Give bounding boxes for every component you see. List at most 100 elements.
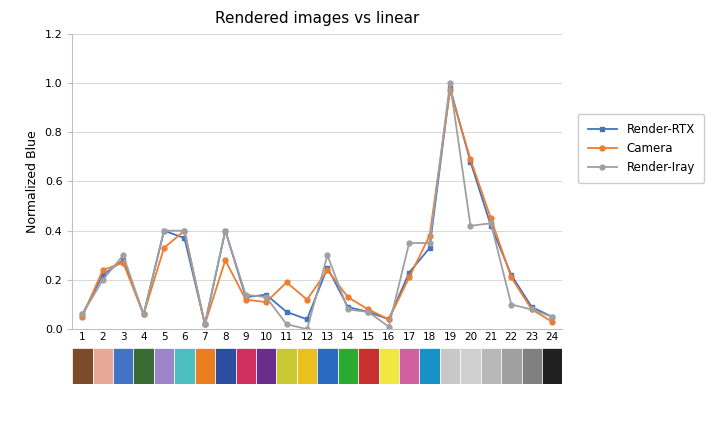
Render-Iray bbox=[446, 81, 454, 86]
Bar bbox=[297, 348, 317, 384]
Camera bbox=[425, 233, 434, 238]
Render-RTX bbox=[200, 322, 209, 327]
Bar bbox=[460, 348, 481, 384]
Bar bbox=[399, 348, 420, 384]
Camera bbox=[466, 157, 474, 162]
Camera bbox=[98, 268, 107, 273]
Camera bbox=[160, 246, 169, 251]
Render-Iray bbox=[180, 228, 189, 233]
Line: Render-Iray: Render-Iray bbox=[80, 81, 554, 332]
Render-RTX bbox=[221, 228, 229, 233]
Bar bbox=[195, 348, 215, 384]
Camera bbox=[242, 297, 250, 302]
Camera bbox=[303, 297, 311, 302]
Render-Iray bbox=[425, 241, 434, 246]
Legend: Render-RTX, Camera, Render-Iray: Render-RTX, Camera, Render-Iray bbox=[578, 114, 704, 183]
Render-RTX bbox=[405, 270, 414, 275]
Bar bbox=[174, 348, 195, 384]
Render-RTX bbox=[119, 258, 128, 263]
Bar bbox=[92, 348, 113, 384]
Bar bbox=[420, 348, 440, 384]
Render-RTX bbox=[425, 246, 434, 251]
Camera bbox=[180, 228, 189, 233]
Camera bbox=[446, 88, 454, 93]
Render-RTX bbox=[98, 273, 107, 278]
Render-Iray bbox=[98, 277, 107, 282]
Bar bbox=[215, 348, 236, 384]
Render-Iray bbox=[364, 309, 373, 314]
Camera bbox=[282, 280, 291, 285]
Render-Iray bbox=[487, 221, 495, 226]
Camera bbox=[384, 317, 393, 322]
Camera bbox=[527, 307, 536, 312]
Render-Iray bbox=[303, 327, 311, 332]
Y-axis label: Normalized Blue: Normalized Blue bbox=[26, 130, 39, 233]
Bar bbox=[542, 348, 562, 384]
Render-Iray bbox=[119, 253, 128, 258]
Render-Iray bbox=[466, 223, 474, 228]
Render-RTX bbox=[78, 312, 87, 317]
Bar bbox=[481, 348, 501, 384]
Render-RTX bbox=[160, 228, 169, 233]
Camera bbox=[139, 312, 148, 317]
Render-RTX bbox=[262, 292, 270, 297]
Camera bbox=[221, 258, 229, 263]
Camera bbox=[507, 275, 516, 280]
Render-RTX bbox=[282, 309, 291, 314]
Render-RTX bbox=[548, 314, 557, 319]
Render-RTX bbox=[139, 312, 148, 317]
Bar bbox=[236, 348, 256, 384]
Line: Render-RTX: Render-RTX bbox=[80, 86, 554, 327]
Camera bbox=[364, 307, 373, 312]
Render-RTX bbox=[303, 317, 311, 322]
Render-Iray bbox=[242, 292, 250, 297]
Render-RTX bbox=[384, 317, 393, 322]
Bar bbox=[317, 348, 337, 384]
Render-RTX bbox=[487, 223, 495, 228]
Bar bbox=[113, 348, 133, 384]
Render-RTX bbox=[180, 235, 189, 241]
Bar bbox=[379, 348, 399, 384]
Bar bbox=[521, 348, 542, 384]
Line: Camera: Camera bbox=[80, 88, 554, 327]
Render-RTX bbox=[507, 273, 516, 278]
Render-Iray bbox=[78, 312, 87, 317]
Render-RTX bbox=[446, 85, 454, 90]
Bar bbox=[358, 348, 379, 384]
Title: Rendered images vs linear: Rendered images vs linear bbox=[215, 11, 420, 26]
Camera bbox=[548, 319, 557, 324]
Render-Iray bbox=[548, 314, 557, 319]
Render-Iray bbox=[282, 322, 291, 327]
Render-Iray bbox=[323, 253, 332, 258]
Render-Iray bbox=[343, 307, 352, 312]
Render-Iray bbox=[200, 322, 209, 327]
Render-Iray bbox=[160, 228, 169, 233]
Camera bbox=[323, 268, 332, 273]
Render-Iray bbox=[262, 295, 270, 300]
Render-RTX bbox=[323, 265, 332, 270]
Render-Iray bbox=[405, 241, 414, 246]
Bar bbox=[276, 348, 297, 384]
Bar bbox=[72, 348, 92, 384]
Render-Iray bbox=[139, 312, 148, 317]
Render-RTX bbox=[364, 309, 373, 314]
Bar bbox=[440, 348, 460, 384]
Render-RTX bbox=[343, 305, 352, 310]
Camera bbox=[119, 260, 128, 265]
Camera bbox=[405, 275, 414, 280]
Render-RTX bbox=[527, 305, 536, 310]
Render-Iray bbox=[221, 228, 229, 233]
Camera bbox=[262, 300, 270, 305]
Camera bbox=[487, 216, 495, 221]
Render-RTX bbox=[466, 159, 474, 164]
Bar bbox=[337, 348, 358, 384]
Camera bbox=[343, 295, 352, 300]
Bar bbox=[501, 348, 521, 384]
Camera bbox=[78, 314, 87, 319]
Bar bbox=[256, 348, 276, 384]
Bar bbox=[133, 348, 154, 384]
Render-Iray bbox=[527, 307, 536, 312]
Camera bbox=[200, 322, 209, 327]
Render-Iray bbox=[384, 324, 393, 329]
Render-Iray bbox=[507, 302, 516, 307]
